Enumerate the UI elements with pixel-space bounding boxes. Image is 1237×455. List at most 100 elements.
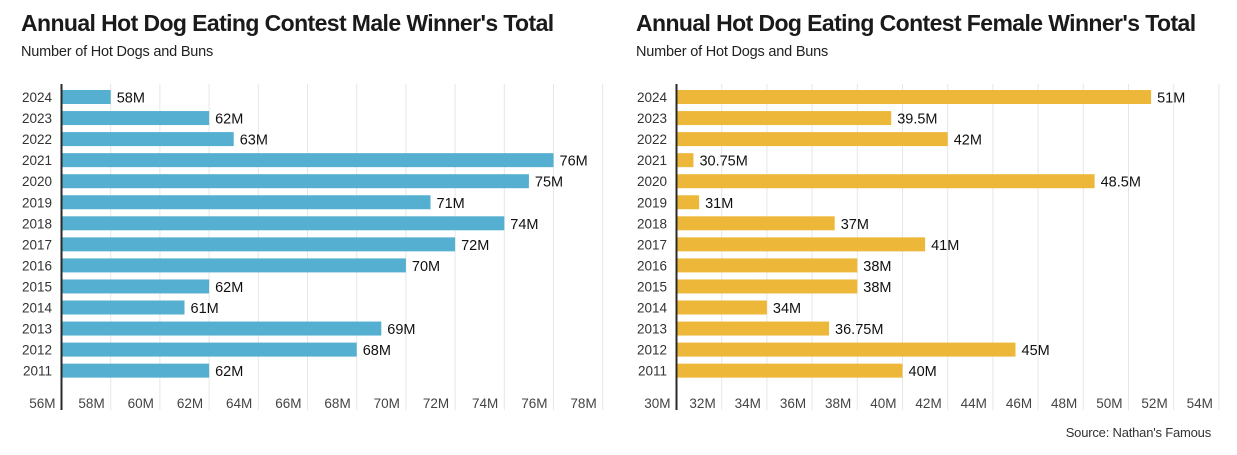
- female-data-label: 30.75M: [699, 154, 747, 170]
- female-bar-2014: [676, 300, 767, 315]
- female-x-tick-label: 36M: [780, 396, 806, 411]
- female-data-label: 48.5M: [1101, 175, 1141, 191]
- female-year-label: 2022: [637, 132, 667, 147]
- male-year-label: 2021: [22, 153, 52, 168]
- male-year-label: 2016: [22, 258, 52, 273]
- female-bar-2024: [676, 90, 1152, 104]
- female-data-label: 45M: [1022, 343, 1050, 359]
- male-x-tick-label: 56M: [29, 396, 55, 411]
- male-x-tick-label: 62M: [177, 396, 203, 411]
- female-year-label: 2019: [637, 195, 667, 210]
- female-x-tick-label: 52M: [1141, 396, 1167, 411]
- male-bar-2022: [61, 132, 234, 147]
- female-bar-2016: [676, 258, 858, 273]
- male-bar-2012: [61, 342, 357, 357]
- male-x-tick-label: 66M: [275, 396, 301, 411]
- male-bar-2016: [61, 258, 406, 273]
- male-bar-2020: [61, 174, 529, 189]
- female-year-label: 2018: [637, 216, 667, 231]
- male-x-tick-label: 60M: [128, 396, 154, 411]
- male-year-label: 2013: [22, 322, 52, 337]
- male-bar-2015: [61, 279, 210, 294]
- female-year-label: 2011: [638, 364, 667, 379]
- male-data-label: 62M: [215, 112, 243, 128]
- female-bar-2017: [676, 237, 926, 252]
- male-data-label: 72M: [461, 238, 489, 254]
- female-data-label: 42M: [954, 133, 982, 149]
- female-data-label: 51M: [1157, 91, 1185, 107]
- female-data-label: 39.5M: [897, 112, 937, 128]
- female-x-tick-label: 40M: [870, 396, 896, 411]
- female-x-tick-label: 38M: [825, 396, 851, 411]
- male-year-label: 2024: [22, 90, 53, 105]
- male-x-tick-label: 76M: [521, 396, 547, 411]
- male-year-label: 2017: [22, 237, 52, 252]
- female-bar-2013: [676, 321, 830, 336]
- female-bar-2020: [676, 174, 1095, 189]
- male-data-label: 58M: [117, 91, 145, 107]
- female-year-label: 2024: [637, 90, 668, 105]
- male-data-label: 74M: [510, 217, 538, 233]
- male-bar-2023: [61, 111, 210, 126]
- female-year-label: 2012: [637, 343, 667, 358]
- female-bar-2019: [676, 195, 700, 210]
- male-chart-subtitle: Number of Hot Dogs and Buns: [21, 44, 214, 60]
- male-x-tick-label: 74M: [472, 396, 498, 411]
- female-year-label: 2013: [637, 322, 667, 337]
- male-data-label: 68M: [363, 343, 391, 359]
- male-bar-2024: [61, 90, 111, 104]
- male-data-label: 69M: [387, 322, 415, 338]
- source-note: Source: Nathan's Famous: [1065, 425, 1211, 440]
- male-data-label: 75M: [535, 175, 563, 191]
- male-data-label: 63M: [240, 133, 268, 149]
- male-year-label: 2011: [23, 364, 52, 379]
- male-bar-2017: [61, 237, 456, 252]
- male-data-label: 71M: [437, 196, 465, 212]
- female-x-tick-label: 48M: [1051, 396, 1077, 411]
- female-data-label: 37M: [841, 217, 869, 233]
- female-data-label: 41M: [931, 238, 959, 254]
- male-year-label: 2019: [22, 195, 52, 210]
- female-x-tick-label: 34M: [735, 396, 761, 411]
- male-x-tick-label: 68M: [324, 396, 350, 411]
- male-bar-2014: [61, 300, 185, 315]
- female-bar-2015: [676, 279, 858, 294]
- male-bar-2021: [61, 153, 554, 168]
- female-x-tick-label: 44M: [961, 396, 987, 411]
- male-data-label: 62M: [215, 364, 243, 380]
- female-data-label: 31M: [705, 196, 733, 212]
- female-x-tick-label: 42M: [915, 396, 941, 411]
- female-chart-subtitle: Number of Hot Dogs and Buns: [636, 44, 829, 60]
- female-year-label: 2014: [637, 301, 668, 316]
- female-x-tick-label: 46M: [1006, 396, 1032, 411]
- male-bar-2011: [61, 363, 210, 378]
- male-bar-2018: [61, 216, 505, 231]
- female-data-label: 36.75M: [835, 322, 883, 338]
- male-year-label: 2014: [22, 301, 53, 316]
- male-data-label: 61M: [191, 301, 219, 317]
- female-x-tick-label: 50M: [1096, 396, 1122, 411]
- female-data-label: 38M: [863, 280, 891, 296]
- female-year-label: 2017: [637, 237, 667, 252]
- female-data-label: 40M: [909, 364, 937, 380]
- female-bar-2018: [676, 216, 835, 231]
- female-year-label: 2020: [637, 174, 667, 189]
- male-bar-2019: [61, 195, 431, 210]
- male-x-tick-label: 58M: [78, 396, 104, 411]
- female-year-label: 2016: [637, 258, 667, 273]
- female-bar-2023: [676, 111, 892, 126]
- female-bar-2021: [676, 153, 694, 168]
- female-year-label: 2023: [637, 111, 667, 126]
- male-year-label: 2018: [22, 216, 52, 231]
- female-chart-title: Annual Hot Dog Eating Contest Female Win…: [636, 10, 1196, 36]
- female-x-tick-label: 54M: [1187, 396, 1213, 411]
- male-data-label: 70M: [412, 259, 440, 275]
- female-bar-2022: [676, 132, 948, 147]
- female-bar-2011: [676, 363, 903, 378]
- female-x-tick-label: 30M: [644, 396, 670, 411]
- female-x-tick-label: 32M: [689, 396, 715, 411]
- female-data-label: 34M: [773, 301, 801, 317]
- male-data-label: 76M: [560, 154, 588, 170]
- male-year-label: 2023: [22, 111, 52, 126]
